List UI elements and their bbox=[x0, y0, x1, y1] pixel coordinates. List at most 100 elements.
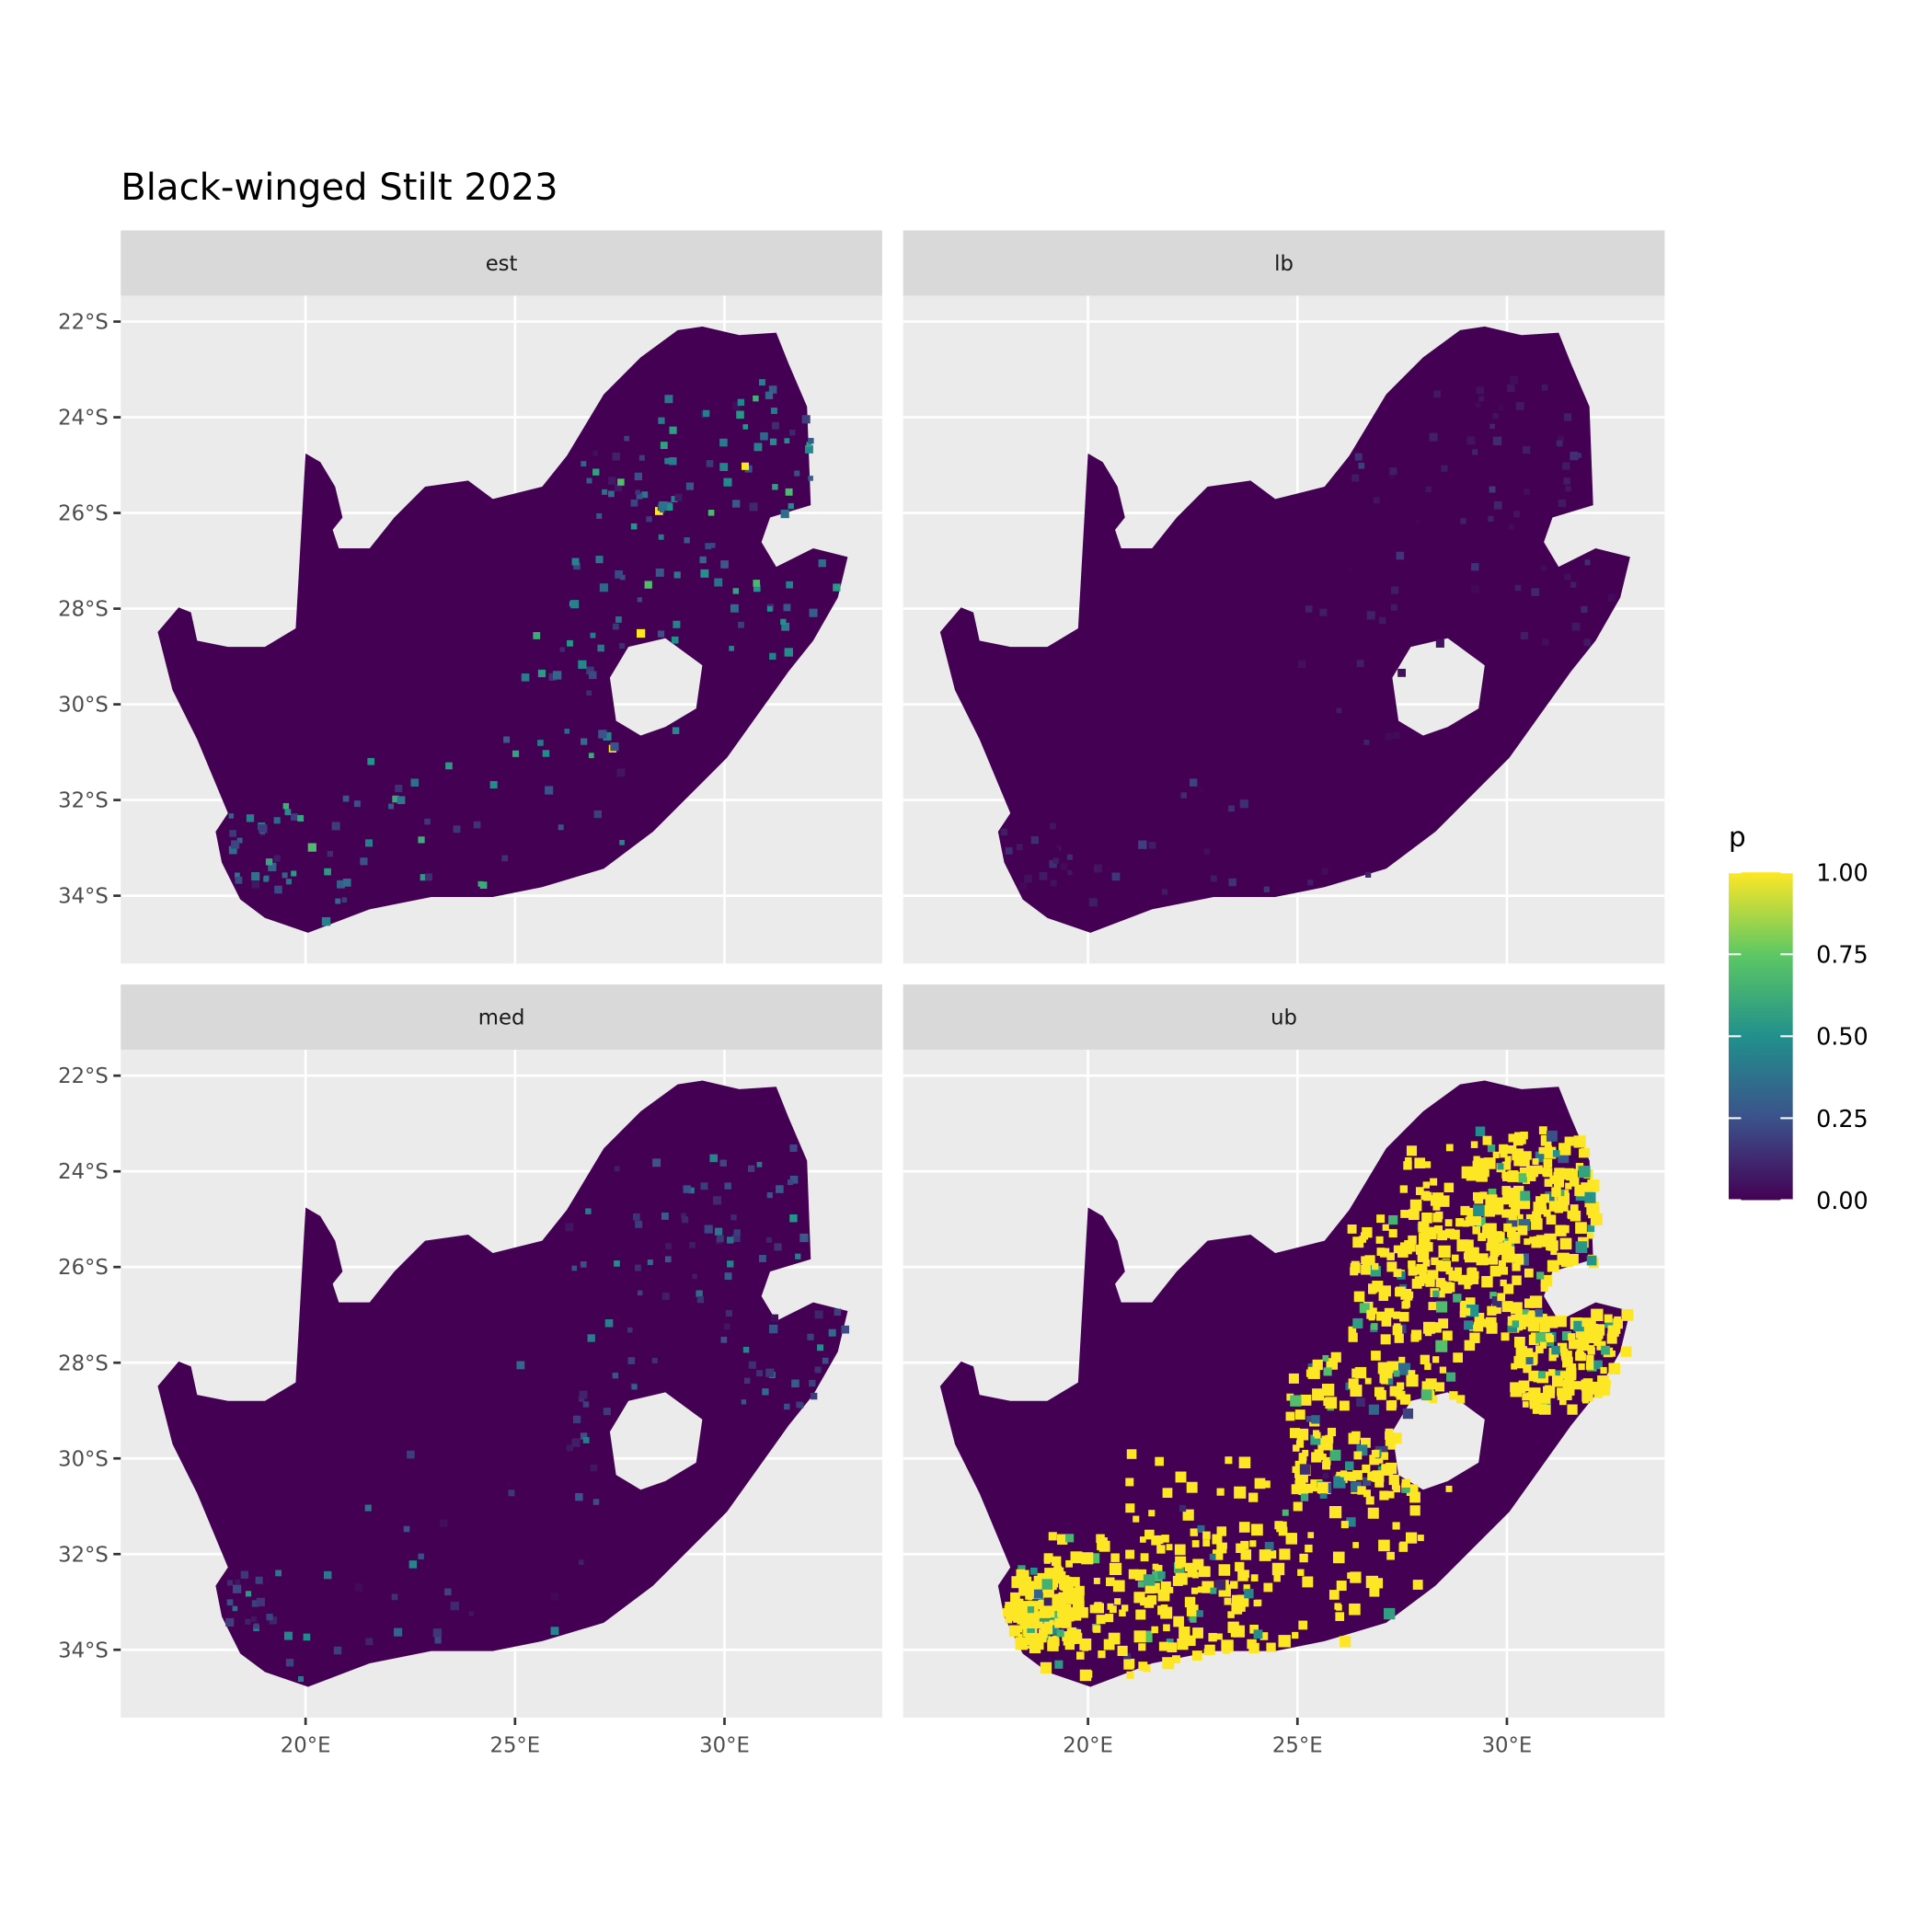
raster-cell bbox=[671, 496, 678, 503]
raster-cell bbox=[1540, 565, 1547, 571]
raster-cell bbox=[1538, 1146, 1546, 1155]
raster-cell bbox=[612, 452, 621, 461]
raster-cell bbox=[799, 1233, 809, 1243]
raster-cell bbox=[403, 1525, 410, 1533]
raster-cell bbox=[1239, 799, 1248, 809]
color-legend: p 1.00 0.75 0.50 0.25 0.00 bbox=[1729, 822, 1869, 1214]
raster-cell bbox=[1520, 631, 1528, 639]
raster-cell bbox=[251, 1600, 259, 1607]
raster-cell bbox=[1508, 1212, 1517, 1221]
raster-cell bbox=[394, 1627, 403, 1637]
raster-cell bbox=[1524, 1298, 1535, 1308]
x-tick-label: 20°E bbox=[1063, 1733, 1113, 1757]
raster-cell bbox=[614, 1166, 620, 1172]
raster-cell bbox=[1380, 1334, 1391, 1345]
raster-cell bbox=[537, 669, 546, 678]
raster-cell bbox=[1049, 1625, 1060, 1635]
raster-cell bbox=[706, 460, 714, 467]
y-tick-label: 30°S bbox=[58, 694, 109, 718]
raster-cell bbox=[1015, 1605, 1025, 1616]
raster-cell bbox=[741, 1399, 747, 1405]
raster-cell bbox=[1036, 1581, 1046, 1592]
raster-cell bbox=[1056, 1534, 1068, 1545]
raster-cell bbox=[1349, 1603, 1361, 1616]
raster-cell bbox=[769, 438, 777, 445]
raster-cell bbox=[1485, 1317, 1497, 1328]
raster-cell bbox=[753, 395, 759, 402]
raster-cell bbox=[1299, 1464, 1311, 1475]
raster-cell bbox=[1192, 1571, 1199, 1579]
raster-cell bbox=[737, 398, 745, 407]
raster-cell bbox=[367, 757, 375, 765]
raster-cell bbox=[1493, 500, 1502, 510]
raster-cell bbox=[1352, 1542, 1359, 1548]
raster-cell bbox=[1098, 1537, 1108, 1547]
raster-cell bbox=[1471, 563, 1479, 571]
raster-cell bbox=[1508, 1231, 1521, 1244]
raster-cell bbox=[516, 1361, 525, 1370]
raster-cell bbox=[638, 454, 645, 461]
raster-cell bbox=[1393, 731, 1400, 740]
raster-cell bbox=[1550, 1248, 1558, 1256]
raster-cell bbox=[388, 803, 395, 810]
raster-cell bbox=[1103, 1639, 1115, 1650]
raster-cell bbox=[1214, 1580, 1226, 1591]
raster-cell bbox=[1307, 880, 1314, 886]
raster-cell bbox=[1568, 1211, 1576, 1220]
raster-cell bbox=[1216, 1633, 1223, 1640]
raster-cell bbox=[489, 780, 498, 789]
raster-cell bbox=[1460, 518, 1466, 524]
raster-cell bbox=[364, 839, 373, 847]
raster-cell bbox=[720, 560, 729, 569]
raster-cell bbox=[582, 1401, 590, 1408]
raster-cell bbox=[1024, 874, 1032, 883]
raster-cell bbox=[619, 642, 626, 650]
raster-cell bbox=[808, 437, 814, 444]
raster-cell bbox=[661, 1212, 669, 1220]
raster-cell bbox=[1465, 1297, 1476, 1307]
x-tick-label: 30°E bbox=[699, 1733, 750, 1757]
raster-cell bbox=[1015, 1638, 1028, 1650]
raster-cell bbox=[590, 1464, 598, 1472]
raster-cell bbox=[1017, 1625, 1024, 1633]
raster-cell bbox=[1312, 1359, 1323, 1371]
raster-cell bbox=[747, 1165, 755, 1172]
raster-cell bbox=[364, 1504, 372, 1512]
raster-cell bbox=[1079, 1638, 1092, 1650]
raster-cell bbox=[1072, 1611, 1082, 1621]
raster-cell bbox=[749, 502, 758, 512]
raster-cell bbox=[1172, 1575, 1183, 1586]
raster-cell bbox=[1372, 1262, 1379, 1271]
raster-cell bbox=[1027, 1606, 1035, 1614]
raster-cell bbox=[635, 1264, 641, 1271]
raster-cell bbox=[1374, 1386, 1385, 1397]
raster-cell bbox=[1525, 1357, 1534, 1365]
raster-cell bbox=[1330, 1351, 1341, 1363]
raster-cell bbox=[1133, 1592, 1145, 1604]
raster-cell bbox=[331, 822, 340, 831]
raster-cell bbox=[1519, 1167, 1528, 1176]
raster-cell bbox=[1393, 1370, 1400, 1377]
raster-cell bbox=[1502, 1192, 1511, 1202]
raster-cell bbox=[719, 463, 729, 472]
raster-cell bbox=[1528, 1334, 1540, 1345]
facet-strip-label: lb bbox=[1274, 252, 1294, 276]
raster-cell bbox=[1375, 1311, 1386, 1321]
facet-strip-label: ub bbox=[1271, 1006, 1297, 1030]
raster-cell bbox=[1462, 1220, 1469, 1227]
raster-cell bbox=[1346, 1517, 1356, 1527]
raster-cell bbox=[1297, 1472, 1308, 1483]
facet-strip bbox=[121, 984, 882, 1051]
raster-cell bbox=[1464, 1340, 1476, 1351]
raster-cell bbox=[1500, 1266, 1509, 1275]
raster-cell bbox=[1563, 477, 1570, 485]
raster-cell bbox=[770, 1314, 779, 1322]
raster-cell bbox=[1019, 882, 1027, 890]
raster-cell bbox=[1282, 1509, 1289, 1516]
raster-cell bbox=[245, 1591, 252, 1597]
raster-cell bbox=[1380, 1285, 1391, 1297]
raster-cell bbox=[647, 1259, 653, 1266]
raster-cell bbox=[1489, 1256, 1499, 1265]
raster-cell bbox=[1470, 1141, 1478, 1148]
raster-cell bbox=[1186, 1481, 1198, 1493]
